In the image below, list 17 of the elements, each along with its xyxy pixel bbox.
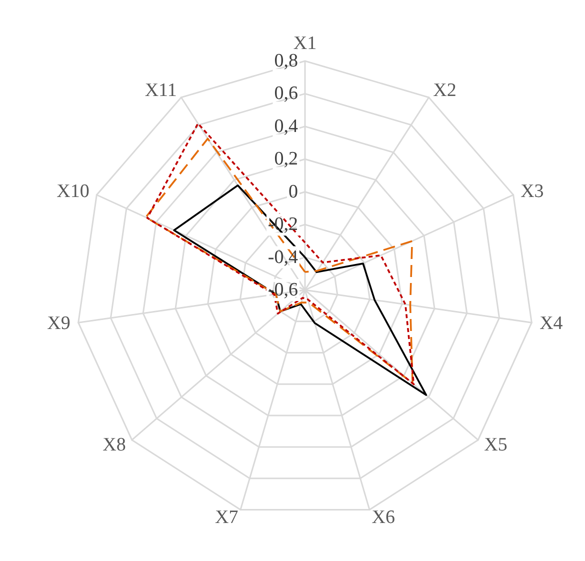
spoke-label: X10 xyxy=(56,181,90,202)
spoke-label: X5 xyxy=(484,434,508,456)
spoke-label: X2 xyxy=(433,80,456,102)
y-tick-label: 0,8 xyxy=(274,50,298,72)
y-tick-label: 0,4 xyxy=(274,116,298,137)
spoke-label: X4 xyxy=(540,313,564,334)
y-tick-label: -0,4 xyxy=(268,246,298,268)
spoke-label: X6 xyxy=(372,506,396,528)
spoke-label: X3 xyxy=(520,181,544,202)
spoke-label: X9 xyxy=(47,313,70,334)
y-tick-label: 0 xyxy=(288,181,298,202)
y-tick-label: -0,6 xyxy=(268,280,298,300)
y-tick-label: 0,6 xyxy=(274,83,298,104)
spoke-label: X11 xyxy=(144,80,177,102)
y-tick-label: 0,2 xyxy=(274,148,298,170)
spoke-label: X7 xyxy=(214,506,238,528)
spoke-label: X8 xyxy=(102,434,126,456)
